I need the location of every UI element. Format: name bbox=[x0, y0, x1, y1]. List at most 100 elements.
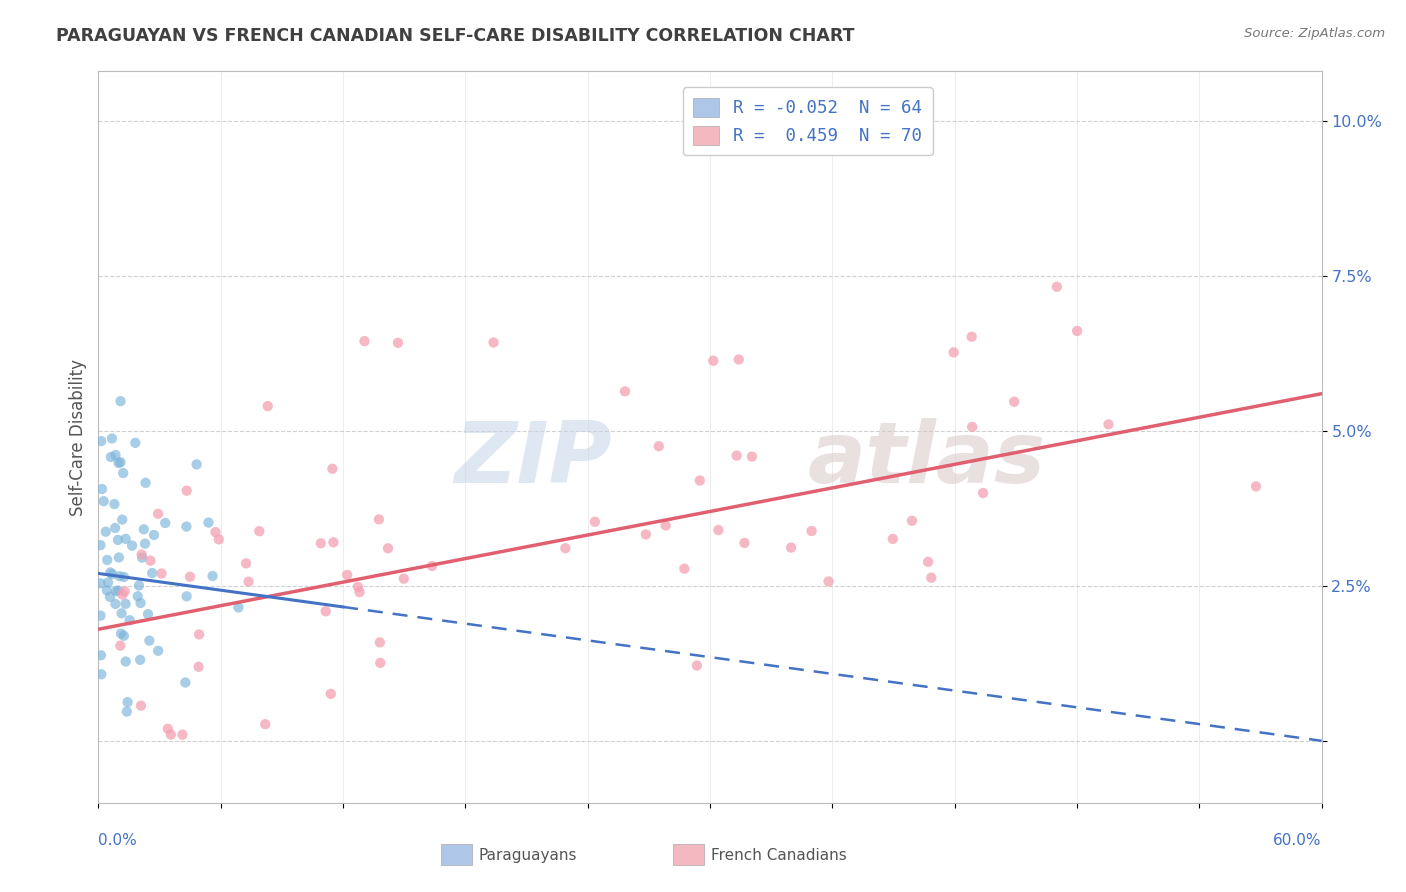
Point bbox=[554, 541, 576, 556]
Point bbox=[143, 528, 166, 542]
Point bbox=[707, 523, 730, 537]
Point bbox=[634, 527, 657, 541]
Point bbox=[972, 486, 994, 500]
Point bbox=[94, 524, 117, 539]
Point bbox=[146, 507, 169, 521]
Point bbox=[1244, 479, 1267, 493]
FancyBboxPatch shape bbox=[673, 845, 704, 865]
Point bbox=[139, 554, 162, 568]
Point bbox=[309, 536, 332, 550]
Point bbox=[153, 516, 176, 530]
Point bbox=[960, 330, 983, 344]
Point bbox=[188, 627, 211, 641]
Point bbox=[614, 384, 637, 399]
Point bbox=[228, 600, 250, 615]
Point bbox=[128, 578, 150, 592]
Point bbox=[583, 515, 606, 529]
Point bbox=[117, 695, 139, 709]
Point bbox=[114, 532, 136, 546]
Point bbox=[108, 569, 131, 583]
Point bbox=[89, 538, 111, 552]
Point bbox=[1097, 417, 1119, 432]
Point bbox=[136, 607, 159, 621]
Point bbox=[689, 474, 711, 488]
Point bbox=[112, 570, 135, 584]
Point bbox=[648, 439, 671, 453]
Point bbox=[741, 450, 763, 464]
Point bbox=[882, 532, 904, 546]
Point bbox=[89, 608, 111, 623]
Point bbox=[256, 399, 278, 413]
Point bbox=[129, 596, 152, 610]
Point bbox=[187, 660, 209, 674]
Point bbox=[107, 456, 129, 470]
Point bbox=[176, 483, 198, 498]
Point bbox=[942, 345, 965, 359]
Point bbox=[160, 728, 183, 742]
Point bbox=[110, 455, 132, 469]
Point bbox=[321, 462, 343, 476]
Point bbox=[110, 626, 132, 640]
Point bbox=[254, 717, 277, 731]
Point bbox=[101, 432, 124, 446]
Point bbox=[98, 566, 121, 580]
Point bbox=[727, 352, 749, 367]
Point bbox=[100, 450, 122, 464]
Point bbox=[392, 572, 415, 586]
Point bbox=[208, 533, 231, 547]
Point bbox=[111, 588, 134, 602]
Text: 0.0%: 0.0% bbox=[98, 833, 138, 848]
Point bbox=[93, 494, 115, 508]
Point bbox=[1066, 324, 1088, 338]
Point bbox=[800, 524, 823, 538]
Point bbox=[817, 574, 839, 589]
Point bbox=[197, 516, 219, 530]
Point bbox=[114, 597, 136, 611]
Point bbox=[104, 597, 127, 611]
Point bbox=[96, 583, 118, 598]
Point bbox=[1002, 394, 1025, 409]
Point bbox=[90, 434, 112, 448]
Point bbox=[114, 584, 136, 599]
Point bbox=[101, 567, 124, 582]
Point bbox=[176, 590, 198, 604]
Point bbox=[322, 535, 344, 549]
Point bbox=[725, 449, 748, 463]
Point bbox=[349, 585, 371, 599]
Point bbox=[673, 562, 696, 576]
Text: atlas: atlas bbox=[808, 417, 1046, 500]
Point bbox=[377, 541, 399, 556]
Point bbox=[482, 335, 505, 350]
Point bbox=[235, 557, 257, 571]
Point bbox=[420, 559, 443, 574]
Point bbox=[118, 613, 141, 627]
Point bbox=[247, 524, 270, 538]
Text: French Canadians: French Canadians bbox=[711, 848, 846, 863]
Point bbox=[135, 475, 157, 490]
Point bbox=[920, 571, 942, 585]
Point bbox=[138, 633, 160, 648]
Point bbox=[103, 497, 125, 511]
Point bbox=[368, 512, 391, 526]
Point bbox=[96, 553, 118, 567]
Point bbox=[111, 513, 134, 527]
Point bbox=[132, 522, 155, 536]
Point bbox=[336, 567, 359, 582]
Point bbox=[387, 335, 409, 350]
Point bbox=[156, 722, 179, 736]
Point bbox=[179, 570, 201, 584]
Point bbox=[98, 590, 121, 604]
Text: Paraguayans: Paraguayans bbox=[479, 848, 578, 863]
Point bbox=[89, 576, 111, 591]
Point bbox=[105, 584, 128, 599]
Point bbox=[186, 458, 208, 472]
Point bbox=[960, 420, 983, 434]
Point bbox=[201, 569, 224, 583]
Point bbox=[131, 548, 153, 562]
Point bbox=[238, 574, 260, 589]
Point bbox=[90, 667, 112, 681]
Point bbox=[90, 648, 112, 663]
Point bbox=[150, 566, 173, 581]
Point bbox=[104, 448, 127, 462]
Point bbox=[129, 653, 152, 667]
